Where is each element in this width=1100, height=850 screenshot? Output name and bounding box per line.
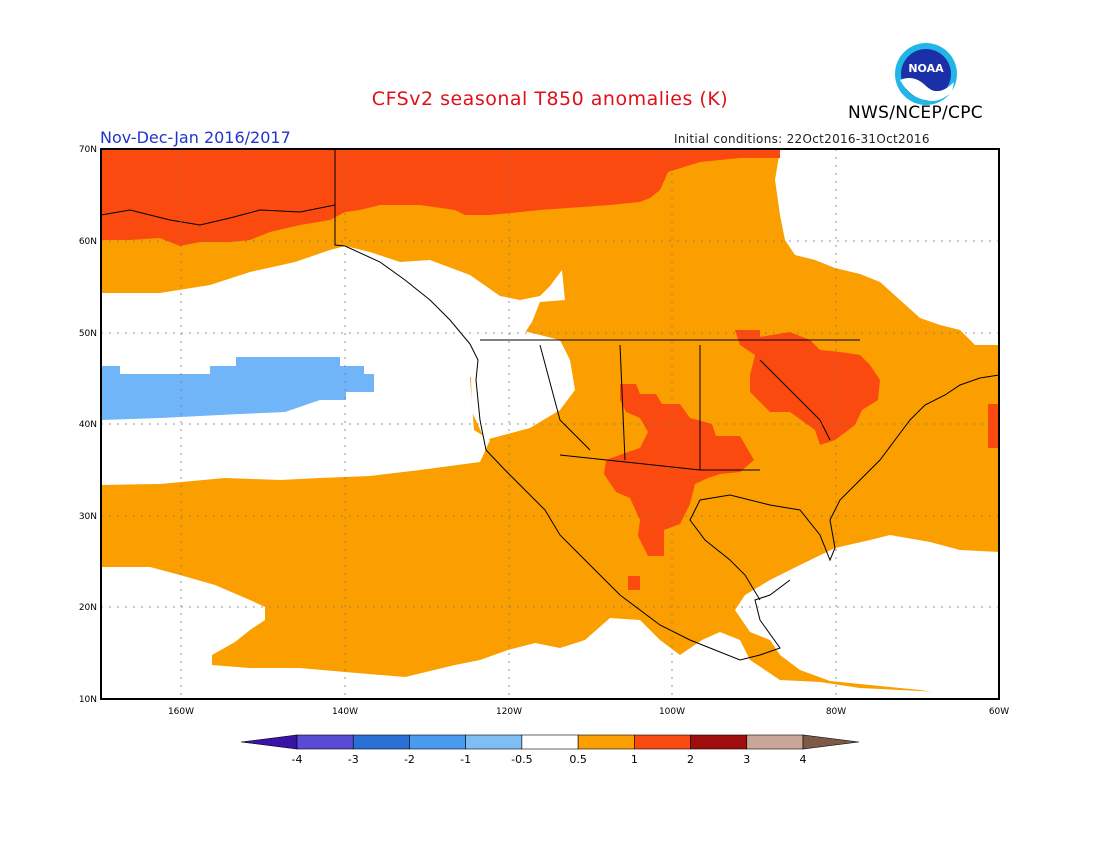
gridlines: [101, 149, 999, 699]
lon-label: 60W: [989, 707, 1009, 717]
colorbar-label: 0.5: [569, 753, 587, 766]
lat-label: 70N: [79, 145, 97, 155]
colorbar-swatch: [296, 734, 354, 750]
logo-text: NOAA: [908, 62, 944, 75]
lat-label: 50N: [79, 329, 97, 339]
lat-label: 40N: [79, 420, 97, 430]
colorbar-label: -4: [291, 753, 303, 766]
colorbar-label: 2: [687, 753, 695, 766]
coastlines: [100, 150, 1000, 661]
colorbar-label: 3: [743, 753, 751, 766]
map-frame: [100, 148, 1000, 700]
negative-anomaly-regions: [101, 357, 374, 420]
lon-label: 120W: [496, 707, 522, 717]
lat-label: 60N: [79, 237, 97, 247]
agency-label: NWS/NCEP/CPC: [848, 103, 983, 123]
colorbar-swatch: [690, 734, 748, 750]
lon-label: 160W: [168, 707, 194, 717]
period-label: Nov-Dec-Jan 2016/2017: [100, 128, 291, 147]
colorbar-swatch: [465, 734, 523, 750]
initial-conditions-label: Initial conditions: 22Oct2016-31Oct2016: [674, 132, 930, 146]
chart-title: CFSv2 seasonal T850 anomalies (K): [371, 88, 729, 110]
colorbar-arrow-left: [240, 734, 298, 750]
colorbar-label: -3: [347, 753, 359, 766]
noaa-logo: NOAA: [894, 42, 958, 106]
lat-label: 30N: [79, 512, 97, 522]
lon-label: 100W: [659, 707, 685, 717]
strong-positive-regions: [101, 150, 999, 590]
colorbar-label: 4: [799, 753, 807, 766]
colorbar: [240, 734, 860, 750]
colorbar-swatch: [409, 734, 466, 750]
colorbar-swatch: [352, 734, 410, 750]
longitude-labels: 160W 140W 120W 100W 80W 60W: [168, 707, 1009, 717]
lat-label: 20N: [79, 603, 97, 613]
colorbar-swatch: [746, 734, 804, 750]
lon-label: 140W: [332, 707, 358, 717]
colorbar-swatch: [521, 734, 579, 750]
lon-label: 80W: [826, 707, 846, 717]
colorbar-swatch: [634, 734, 691, 750]
colorbar-label: -1: [460, 753, 472, 766]
colorbar-arrow-right: [802, 734, 860, 750]
colorbar-swatch: [577, 734, 635, 750]
colorbar-label: 1: [630, 753, 638, 766]
lat-label: 10N: [79, 695, 97, 705]
colorbar-label: -0.5: [511, 753, 533, 766]
colorbar-label: -2: [403, 753, 415, 766]
latitude-labels: 70N 60N 50N 40N 30N 20N 10N: [79, 145, 97, 705]
